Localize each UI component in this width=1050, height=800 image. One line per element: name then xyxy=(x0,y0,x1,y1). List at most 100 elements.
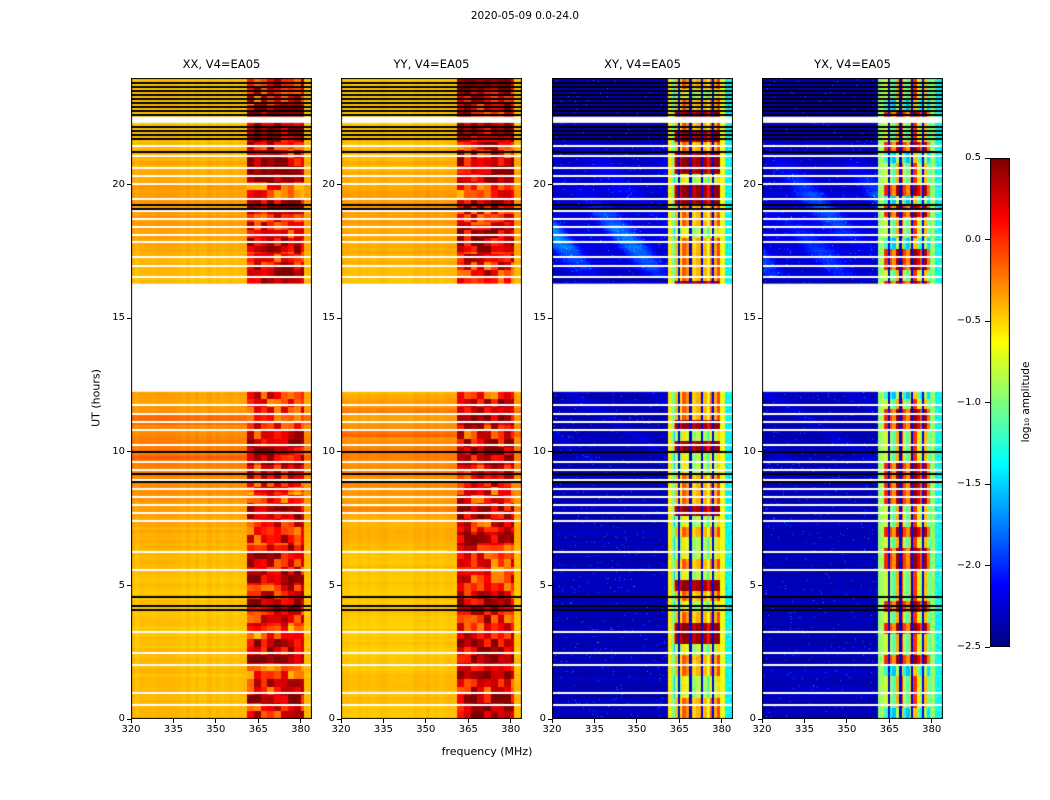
x-tick-label: 380 xyxy=(291,724,311,735)
y-tickmark xyxy=(548,184,552,186)
x-tick-label: 335 xyxy=(584,724,604,735)
x-tick-label: 335 xyxy=(373,724,393,735)
x-tickmark xyxy=(551,719,553,723)
y-tickmark xyxy=(127,184,131,186)
x-tickmark xyxy=(678,719,680,723)
y-tick-label: 20 xyxy=(743,178,756,190)
x-tickmark xyxy=(172,719,174,723)
y-axis-label: UT (hours) xyxy=(89,369,103,427)
colorbar-label: log₁₀ amplitude xyxy=(1020,361,1032,443)
x-tickmark xyxy=(761,719,763,723)
y-tickmark xyxy=(548,317,552,319)
x-tickmark xyxy=(803,719,805,723)
y-tick-label: 0 xyxy=(118,713,125,724)
heatmap-yx xyxy=(762,78,943,719)
colorbar-tickmark xyxy=(985,402,990,403)
y-tickmark xyxy=(337,317,341,319)
x-tick-label: 365 xyxy=(879,724,899,735)
y-tick-label: 15 xyxy=(533,312,546,324)
panel-title-xy: XY, V4=EA05 xyxy=(604,57,681,71)
colorbar-tick-label: −2.0 xyxy=(956,559,981,571)
colorbar-gradient xyxy=(990,158,1010,647)
panel-title-yx: YX, V4=EA05 xyxy=(814,57,891,71)
x-tick-label: 350 xyxy=(416,724,436,735)
colorbar-tickmark xyxy=(985,646,990,648)
y-tick-label: 10 xyxy=(112,445,125,457)
x-tickmark xyxy=(215,719,217,723)
x-tick-label: 320 xyxy=(542,724,562,735)
heatmap-xy xyxy=(552,78,733,719)
y-tickmark xyxy=(548,451,552,453)
y-tickmark xyxy=(337,585,341,586)
x-tick-label: 365 xyxy=(248,724,268,735)
x-tick-label: 380 xyxy=(712,724,732,735)
y-tickmark xyxy=(758,184,762,186)
x-tickmark xyxy=(510,719,512,723)
colorbar-tick-label: 0.0 xyxy=(965,233,981,245)
x-tickmark xyxy=(300,719,302,723)
colorbar-tickmark xyxy=(985,320,990,322)
x-tick-label: 350 xyxy=(206,724,226,735)
x-tickmark xyxy=(425,719,427,723)
y-tick-label: 5 xyxy=(328,579,335,591)
colorbar-tick-label: −0.5 xyxy=(956,315,981,326)
colorbar-tickmark xyxy=(985,157,990,159)
y-tickmark xyxy=(337,718,341,720)
panel-title-yy: YY, V4=EA05 xyxy=(393,57,470,71)
y-tickmark xyxy=(337,451,341,453)
y-tickmark xyxy=(127,585,131,586)
y-tickmark xyxy=(548,718,552,720)
x-tickmark xyxy=(467,719,469,723)
y-tick-label: 5 xyxy=(118,579,125,591)
y-tickmark xyxy=(548,585,552,586)
y-tickmark xyxy=(758,451,762,453)
x-tickmark xyxy=(257,719,259,723)
x-tick-label: 320 xyxy=(331,724,351,735)
x-tick-label: 335 xyxy=(163,724,183,735)
x-tick-label: 320 xyxy=(121,724,141,735)
x-tick-label: 380 xyxy=(501,724,521,735)
x-tick-label: 320 xyxy=(752,724,772,735)
colorbar-tickmark xyxy=(985,565,990,566)
x-axis-label: frequency (MHz) xyxy=(441,745,533,758)
y-tick-label: 20 xyxy=(533,178,546,190)
x-tickmark xyxy=(340,719,342,723)
x-tick-label: 350 xyxy=(627,724,647,735)
heatmap-xx xyxy=(131,78,312,719)
y-tick-label: 20 xyxy=(112,178,125,190)
y-tick-label: 15 xyxy=(743,312,756,324)
x-tickmark xyxy=(888,719,890,723)
colorbar-tick-label: 0.5 xyxy=(965,152,981,163)
x-tickmark xyxy=(593,719,595,723)
y-tick-label: 0 xyxy=(749,713,756,724)
colorbar-tick-label: −1.0 xyxy=(956,396,981,408)
x-tickmark xyxy=(636,719,638,723)
figure-title: 2020-05-09 0.0-24.0 xyxy=(470,10,580,22)
x-tick-label: 335 xyxy=(794,724,814,735)
y-tickmark xyxy=(337,184,341,186)
y-tickmark xyxy=(127,718,131,720)
y-tick-label: 0 xyxy=(539,713,546,724)
x-tickmark xyxy=(931,719,933,723)
panel-title-xx: XX, V4=EA05 xyxy=(182,57,261,71)
x-tick-label: 350 xyxy=(837,724,857,735)
y-tickmark xyxy=(758,317,762,319)
colorbar-tickmark xyxy=(985,239,990,240)
x-tickmark xyxy=(721,719,723,723)
y-tick-label: 10 xyxy=(322,445,335,457)
heatmap-yy xyxy=(341,78,522,719)
y-tick-label: 0 xyxy=(328,713,335,724)
y-tickmark xyxy=(758,718,762,720)
y-tick-label: 5 xyxy=(539,579,546,591)
y-tick-label: 10 xyxy=(743,445,756,457)
x-tickmark xyxy=(382,719,384,723)
x-tick-label: 365 xyxy=(669,724,689,735)
x-tick-label: 365 xyxy=(458,724,478,735)
y-tick-label: 20 xyxy=(322,178,335,190)
y-tickmark xyxy=(127,451,131,453)
y-tickmark xyxy=(758,585,762,586)
y-tick-label: 10 xyxy=(533,445,546,457)
y-tick-label: 5 xyxy=(749,579,756,591)
y-tick-label: 15 xyxy=(322,312,335,324)
